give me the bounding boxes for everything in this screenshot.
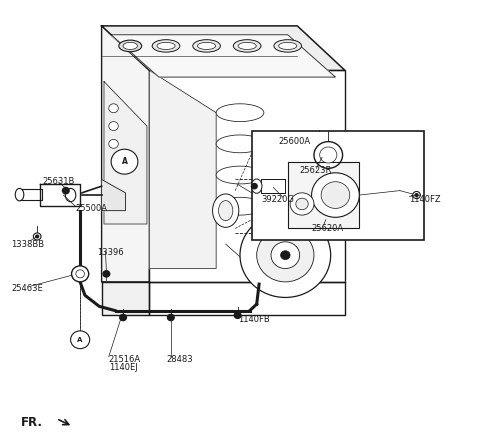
Ellipse shape: [238, 43, 256, 49]
Polygon shape: [102, 26, 149, 282]
Circle shape: [34, 233, 41, 240]
Text: 28483: 28483: [166, 355, 192, 364]
Circle shape: [252, 184, 257, 189]
Circle shape: [76, 270, 84, 278]
Text: 1140FZ: 1140FZ: [409, 195, 441, 204]
Ellipse shape: [213, 194, 239, 227]
Polygon shape: [149, 282, 345, 315]
Ellipse shape: [279, 43, 297, 49]
Circle shape: [413, 191, 420, 198]
Text: 13396: 13396: [97, 249, 123, 258]
Circle shape: [109, 139, 118, 148]
Circle shape: [240, 213, 331, 297]
Ellipse shape: [15, 188, 24, 201]
Circle shape: [111, 149, 138, 174]
Ellipse shape: [193, 40, 220, 52]
Text: 1338BB: 1338BB: [11, 240, 44, 249]
Polygon shape: [21, 189, 42, 200]
Circle shape: [314, 142, 343, 168]
Polygon shape: [149, 70, 216, 268]
Ellipse shape: [233, 40, 261, 52]
Text: 25623R: 25623R: [300, 166, 332, 175]
Circle shape: [168, 314, 174, 321]
Circle shape: [103, 271, 110, 277]
Circle shape: [281, 251, 290, 260]
Ellipse shape: [216, 197, 264, 215]
Ellipse shape: [123, 43, 137, 49]
Circle shape: [320, 147, 337, 163]
Circle shape: [290, 193, 314, 215]
Polygon shape: [149, 70, 345, 282]
Text: A: A: [121, 157, 128, 166]
Circle shape: [71, 331, 90, 349]
Text: 21516A: 21516A: [109, 355, 141, 364]
Circle shape: [321, 182, 350, 208]
Polygon shape: [102, 282, 149, 315]
Ellipse shape: [157, 43, 175, 49]
Text: 25463E: 25463E: [11, 284, 43, 293]
Ellipse shape: [216, 104, 264, 121]
Circle shape: [72, 266, 89, 282]
Ellipse shape: [252, 179, 262, 193]
Circle shape: [312, 173, 360, 217]
Text: 1140FB: 1140FB: [238, 315, 269, 324]
Circle shape: [296, 198, 308, 210]
Ellipse shape: [198, 43, 216, 49]
Text: A: A: [77, 337, 83, 343]
Circle shape: [257, 228, 314, 282]
Circle shape: [271, 242, 300, 268]
Text: 25600A: 25600A: [279, 137, 311, 146]
Polygon shape: [288, 162, 360, 228]
Ellipse shape: [119, 40, 142, 52]
Circle shape: [415, 194, 418, 196]
Ellipse shape: [65, 188, 76, 202]
Circle shape: [120, 314, 126, 321]
Circle shape: [62, 188, 69, 194]
Circle shape: [36, 235, 38, 238]
Polygon shape: [102, 180, 125, 211]
Text: 1140EJ: 1140EJ: [109, 363, 137, 372]
Text: 25500A: 25500A: [75, 204, 108, 213]
Polygon shape: [102, 26, 345, 70]
Text: FR.: FR.: [21, 416, 42, 429]
Text: 39220G: 39220G: [262, 195, 294, 204]
Ellipse shape: [218, 201, 233, 221]
Polygon shape: [39, 184, 80, 206]
Ellipse shape: [216, 135, 264, 153]
Polygon shape: [262, 180, 285, 193]
Bar: [252, 130, 424, 240]
Ellipse shape: [274, 40, 301, 52]
Text: 25631B: 25631B: [42, 177, 74, 186]
Circle shape: [234, 312, 241, 319]
Ellipse shape: [216, 166, 264, 184]
Circle shape: [109, 104, 118, 113]
Polygon shape: [104, 82, 147, 224]
Polygon shape: [111, 35, 336, 77]
Ellipse shape: [152, 40, 180, 52]
Circle shape: [109, 121, 118, 130]
Text: 25620A: 25620A: [312, 224, 344, 233]
